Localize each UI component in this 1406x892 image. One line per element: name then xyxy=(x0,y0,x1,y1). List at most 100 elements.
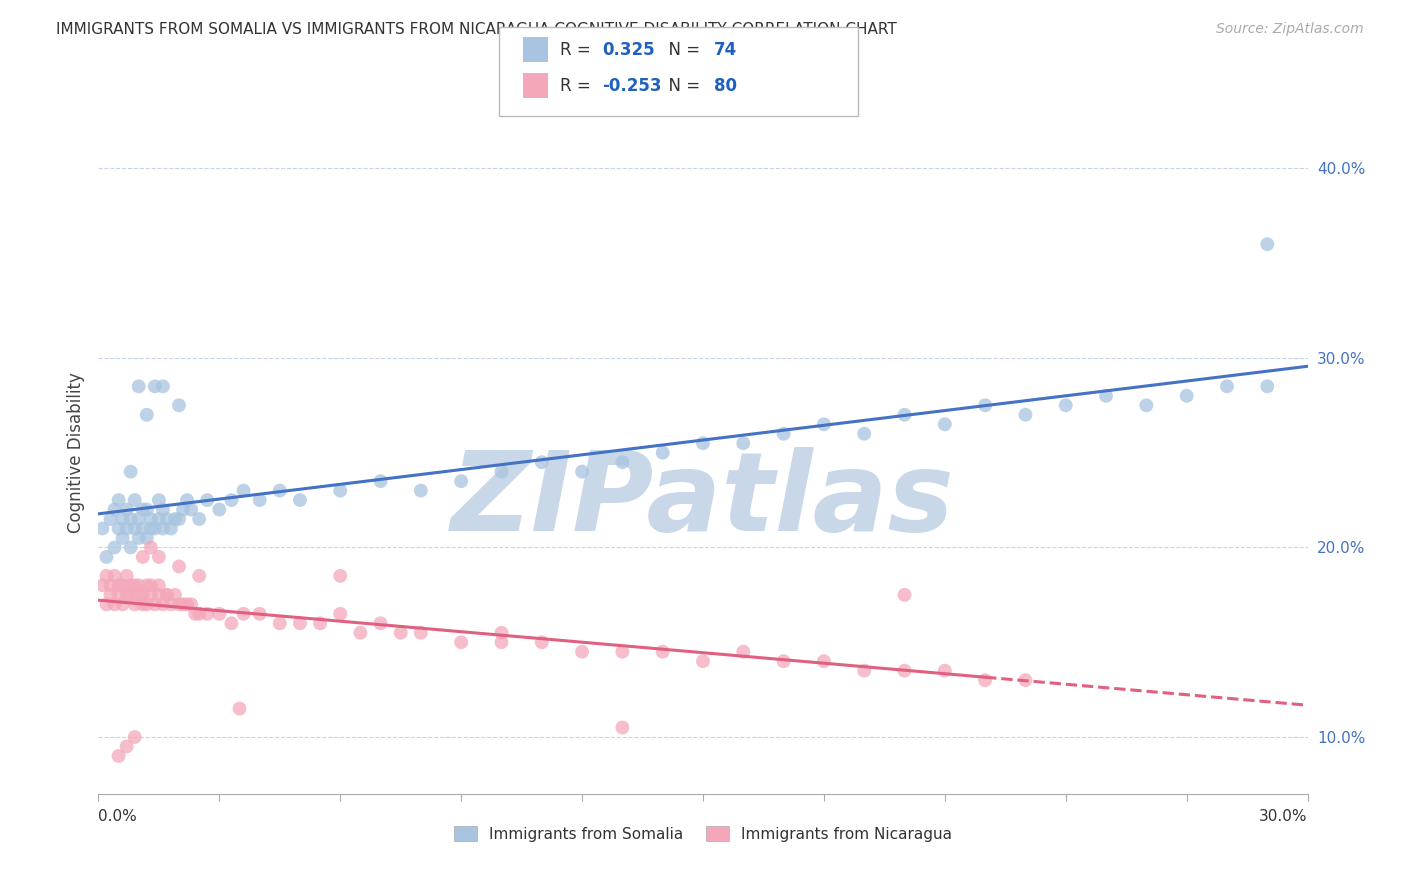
Point xyxy=(135,598,157,612)
Point xyxy=(329,569,352,583)
Point xyxy=(329,483,352,498)
Point xyxy=(128,512,150,526)
Point xyxy=(143,379,166,393)
Point xyxy=(167,598,190,612)
Point xyxy=(148,549,170,564)
Point xyxy=(195,493,218,508)
Point xyxy=(974,398,997,412)
Text: R =: R = xyxy=(560,77,596,95)
Point xyxy=(893,408,915,422)
Point xyxy=(107,588,129,602)
Text: N =: N = xyxy=(658,41,706,59)
Point xyxy=(139,521,162,535)
Point xyxy=(120,541,142,555)
Point xyxy=(893,664,915,678)
Text: 80: 80 xyxy=(714,77,737,95)
Point xyxy=(120,588,142,602)
Point xyxy=(100,588,122,602)
Point xyxy=(115,502,138,516)
Point xyxy=(188,569,211,583)
Point xyxy=(228,701,250,715)
Point xyxy=(124,578,146,592)
Point xyxy=(249,493,271,508)
Point xyxy=(288,493,311,508)
Point xyxy=(139,541,162,555)
Point xyxy=(115,569,138,583)
Point xyxy=(309,616,332,631)
Point xyxy=(139,512,162,526)
Text: 74: 74 xyxy=(714,41,738,59)
Point xyxy=(96,598,118,612)
Point xyxy=(132,502,155,516)
Legend: Immigrants from Somalia, Immigrants from Nicaragua: Immigrants from Somalia, Immigrants from… xyxy=(447,820,959,847)
Point xyxy=(152,502,174,516)
Point xyxy=(208,607,231,621)
Point xyxy=(692,654,714,668)
Point xyxy=(450,474,472,488)
Point xyxy=(221,493,243,508)
Text: R =: R = xyxy=(560,41,596,59)
Point xyxy=(733,645,755,659)
Point xyxy=(409,625,432,640)
Point xyxy=(135,408,157,422)
Point xyxy=(143,521,166,535)
Point xyxy=(115,588,138,602)
Point xyxy=(288,616,311,631)
Point xyxy=(349,625,371,640)
Point xyxy=(974,673,997,687)
Point xyxy=(128,588,150,602)
Point xyxy=(934,417,956,432)
Point xyxy=(232,607,254,621)
Point xyxy=(813,417,835,432)
Point xyxy=(1216,379,1239,393)
Point xyxy=(772,426,794,441)
Point xyxy=(772,654,794,668)
Point xyxy=(651,446,673,460)
Point xyxy=(188,607,211,621)
Text: 0.325: 0.325 xyxy=(602,41,654,59)
Point xyxy=(813,654,835,668)
Point xyxy=(111,578,134,592)
Point xyxy=(269,483,291,498)
Point xyxy=(1256,237,1278,252)
Text: 30.0%: 30.0% xyxy=(1260,809,1308,824)
Point xyxy=(124,730,146,744)
Point xyxy=(176,598,198,612)
Point xyxy=(612,455,634,469)
Point xyxy=(329,607,352,621)
Point xyxy=(115,521,138,535)
Point xyxy=(172,598,194,612)
Point xyxy=(103,541,125,555)
Point xyxy=(651,645,673,659)
Point xyxy=(152,598,174,612)
Point xyxy=(120,578,142,592)
Point xyxy=(120,465,142,479)
Point xyxy=(167,398,190,412)
Point xyxy=(156,588,179,602)
Point xyxy=(163,512,186,526)
Point xyxy=(135,578,157,592)
Point xyxy=(132,588,155,602)
Point xyxy=(571,645,593,659)
Point xyxy=(208,502,231,516)
Point xyxy=(232,483,254,498)
Point xyxy=(128,578,150,592)
Point xyxy=(148,578,170,592)
Point xyxy=(172,502,194,516)
Point xyxy=(107,749,129,764)
Point xyxy=(1135,398,1157,412)
Text: 0.0%: 0.0% xyxy=(98,809,138,824)
Point xyxy=(115,739,138,754)
Point xyxy=(184,607,207,621)
Point xyxy=(409,483,432,498)
Text: IMMIGRANTS FROM SOMALIA VS IMMIGRANTS FROM NICARAGUA COGNITIVE DISABILITY CORREL: IMMIGRANTS FROM SOMALIA VS IMMIGRANTS FR… xyxy=(56,22,897,37)
Point xyxy=(612,645,634,659)
Point xyxy=(100,512,122,526)
Point xyxy=(188,512,211,526)
Point xyxy=(1014,673,1036,687)
Point xyxy=(111,531,134,545)
Text: ZIPatlas: ZIPatlas xyxy=(451,447,955,554)
Point xyxy=(152,379,174,393)
Point xyxy=(120,512,142,526)
Point xyxy=(132,598,155,612)
